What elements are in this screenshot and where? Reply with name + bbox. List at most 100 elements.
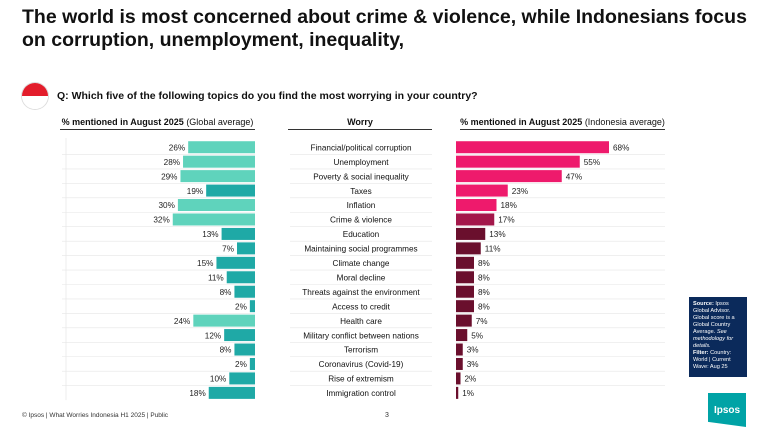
source-label: Source: xyxy=(693,301,714,307)
indonesia-value-label: 3% xyxy=(467,360,479,369)
global-bar xyxy=(216,256,255,269)
global-bar xyxy=(224,329,255,342)
indonesia-bar xyxy=(456,285,474,298)
global-bar xyxy=(177,199,255,212)
global-bar xyxy=(234,285,255,298)
global-value-label: 24% xyxy=(174,317,190,326)
indonesia-bar xyxy=(456,170,562,183)
worry-category-label: Terrorism xyxy=(344,346,378,355)
indonesia-bar xyxy=(456,227,486,240)
indonesia-value-label: 2% xyxy=(465,375,477,384)
global-bar xyxy=(237,242,255,255)
worry-category-label: Taxes xyxy=(350,187,371,196)
global-bar xyxy=(193,314,255,327)
page-number: 3 xyxy=(385,412,389,419)
global-value-label: 28% xyxy=(164,158,180,167)
indonesia-bar xyxy=(456,155,580,168)
worry-category-label: Military conflict between nations xyxy=(303,331,419,340)
indonesia-bar xyxy=(456,242,481,255)
worry-column-header: Worry xyxy=(288,117,432,130)
worry-category-label: Inflation xyxy=(347,201,376,210)
indonesia-bar xyxy=(456,213,495,226)
source-box: Source: Ipsos Global Advisor. Global sco… xyxy=(689,297,747,377)
source-italic: See methodology for details. xyxy=(693,329,734,349)
worry-category-label: Maintaining social programmes xyxy=(304,245,417,254)
indonesia-value-label: 23% xyxy=(512,187,528,196)
indonesia-value-label: 8% xyxy=(478,302,490,311)
global-bar xyxy=(221,227,255,240)
indonesia-bar xyxy=(456,314,472,327)
worry-category-label: Poverty & social inequality xyxy=(313,172,409,181)
global-header-bold: % mentioned in August 2025 xyxy=(61,117,187,127)
filter-label: Filter: xyxy=(693,350,709,356)
global-bar xyxy=(208,386,255,399)
indonesia-bar xyxy=(456,256,474,269)
worry-category-label: Moral decline xyxy=(337,273,386,282)
worry-category-label: Education xyxy=(343,230,380,239)
global-value-label: 15% xyxy=(197,259,213,268)
global-value-label: 29% xyxy=(161,172,177,181)
worry-category-label: Climate change xyxy=(333,259,390,268)
page-title: The world is most concerned about crime … xyxy=(22,6,747,51)
global-value-label: 32% xyxy=(153,216,169,225)
global-bar xyxy=(206,184,255,197)
indonesia-column-header: % mentioned in August 2025 (Indonesia av… xyxy=(460,117,665,130)
worry-category-label: Unemployment xyxy=(333,158,389,167)
global-value-label: 8% xyxy=(220,288,232,297)
indonesia-value-label: 8% xyxy=(478,259,490,268)
global-bar xyxy=(229,372,255,385)
indonesia-header-bold: % mentioned in August 2025 xyxy=(460,117,585,127)
global-bar xyxy=(172,213,255,226)
global-value-label: 26% xyxy=(169,143,185,152)
global-bar xyxy=(226,271,255,284)
global-value-label: 7% xyxy=(222,245,234,254)
indonesia-value-label: 1% xyxy=(462,389,474,398)
source-text: Ipsos Global Advisor. Global score is a … xyxy=(693,301,735,335)
global-value-label: 10% xyxy=(210,375,226,384)
filter-text: Country: World | Current Wave: Aug 25 xyxy=(693,350,732,370)
indonesia-value-label: 5% xyxy=(471,331,483,340)
global-value-label: 19% xyxy=(187,187,203,196)
worry-category-label: Access to credit xyxy=(332,302,391,311)
global-bar xyxy=(188,141,255,154)
indonesia-header-rest: (Indonesia average) xyxy=(584,117,665,127)
global-bar xyxy=(234,343,255,356)
ipsos-logo: Ipsos xyxy=(708,393,746,427)
worry-category-label: Crime & violence xyxy=(330,216,392,225)
worry-header-text: Worry xyxy=(347,117,373,127)
global-value-label: 18% xyxy=(189,389,205,398)
global-bar xyxy=(183,155,255,168)
indonesia-bar xyxy=(456,141,609,154)
global-value-label: 11% xyxy=(208,273,224,282)
global-value-label: 12% xyxy=(205,331,221,340)
global-value-label: 2% xyxy=(235,360,247,369)
indonesia-bar xyxy=(456,329,468,342)
indonesia-value-label: 55% xyxy=(584,158,600,167)
footer-text: © Ipsos | What Worries Indonesia H1 2025… xyxy=(22,412,169,419)
indonesia-value-label: 68% xyxy=(613,143,629,152)
worry-category-label: Financial/political corruption xyxy=(310,143,411,152)
indonesia-value-label: 3% xyxy=(467,346,479,355)
global-header-rest: (Global average) xyxy=(186,117,254,127)
worry-category-label: Threats against the environment xyxy=(302,288,420,297)
worry-category-label: Health care xyxy=(340,317,382,326)
indonesia-value-label: 13% xyxy=(489,230,505,239)
worry-category-label: Rise of extremism xyxy=(328,375,394,384)
global-bar xyxy=(249,300,255,313)
indonesia-bar xyxy=(456,343,463,356)
indonesia-bar xyxy=(456,386,459,399)
indonesia-value-label: 17% xyxy=(498,216,514,225)
indonesia-value-label: 11% xyxy=(485,245,501,254)
indonesia-value-label: 8% xyxy=(478,288,490,297)
global-value-label: 8% xyxy=(220,346,232,355)
indonesia-value-label: 18% xyxy=(501,201,517,210)
global-bar xyxy=(249,357,255,370)
worry-category-label: Coronavirus (Covid-19) xyxy=(319,360,404,369)
indonesia-flag-icon xyxy=(22,83,48,109)
indonesia-bar xyxy=(456,300,474,313)
indonesia-value-label: 47% xyxy=(566,172,582,181)
survey-question: Q: Which five of the following topics do… xyxy=(57,90,478,102)
global-value-label: 30% xyxy=(159,201,175,210)
indonesia-bar xyxy=(456,184,508,197)
